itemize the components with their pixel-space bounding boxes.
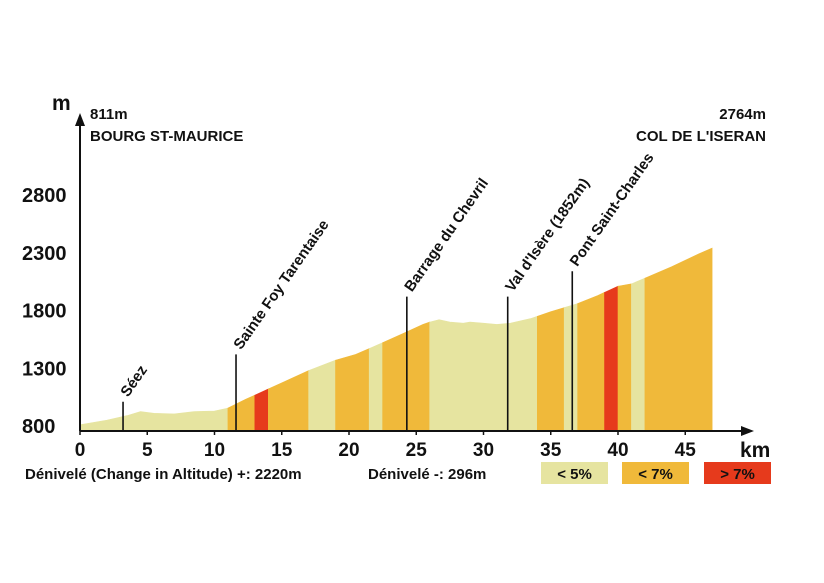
- town-label: Sainte Foy Tarentaise: [230, 217, 332, 353]
- town-label: Barrage du Chevril: [401, 175, 492, 295]
- gradient-segment-15: [644, 247, 713, 432]
- y-tick-label: 1300: [22, 358, 67, 380]
- legend-label: < 5%: [557, 466, 592, 483]
- gradient-segment-4: [308, 359, 336, 432]
- x-tick-label: 0: [75, 440, 86, 461]
- legend-swatch: [622, 462, 689, 484]
- legend-swatch: [704, 462, 771, 484]
- x-tick-label: 40: [607, 440, 628, 461]
- gradient-segment-6: [368, 342, 383, 432]
- x-tick-label: 35: [540, 440, 562, 461]
- town-label: Pont Saint-Charles: [567, 150, 658, 270]
- y-tick-label: 800: [22, 416, 55, 438]
- x-tick-label: 45: [675, 440, 697, 461]
- y-tick-labels: 800 1300 1800 2300 2800: [22, 185, 67, 438]
- gradient-segment-13: [617, 283, 632, 432]
- x-tick-label: 20: [338, 440, 359, 461]
- gradient-segment-11: [577, 291, 605, 432]
- start-altitude: 811m: [90, 106, 128, 123]
- legend: < 5% < 7% > 7%: [541, 462, 771, 484]
- x-tick-label: 25: [406, 440, 428, 461]
- x-tick-label: 15: [271, 440, 293, 461]
- y-tick-label: 2800: [22, 185, 67, 207]
- gradient-segment-2: [254, 388, 269, 432]
- axes: [75, 113, 754, 436]
- gradient-segment-12: [604, 285, 619, 432]
- gradient-segment-1: [227, 394, 256, 432]
- gradient-segment-8: [429, 315, 538, 432]
- legend-label: > 7%: [720, 466, 755, 483]
- gradient-segment-9: [537, 307, 565, 432]
- x-axis-arrow-icon: [741, 426, 754, 436]
- x-unit-label: km: [740, 439, 770, 462]
- y-tick-label: 2300: [22, 243, 67, 265]
- x-tick-label: 30: [473, 440, 494, 461]
- gradient-segment-0: [79, 407, 229, 432]
- elevation-gain-text: Dénivelé (Change in Altitude) +: 2220m: [25, 466, 302, 483]
- y-axis-arrow-icon: [75, 113, 85, 126]
- town-label: Séez: [117, 362, 151, 400]
- end-name: COL DE L'ISERAN: [636, 128, 766, 145]
- gradient-segment-14: [631, 277, 646, 432]
- start-name: BOURG ST-MAURICE: [90, 128, 243, 145]
- x-tick-label: 5: [142, 440, 153, 461]
- gradient-segment-3: [268, 370, 309, 432]
- end-altitude: 2764m: [719, 106, 766, 123]
- town-label: Val d'Isère (1852m): [502, 175, 593, 295]
- legend-label: < 7%: [638, 466, 673, 483]
- y-tick-label: 1800: [22, 301, 67, 323]
- legend-swatch: [541, 462, 608, 484]
- gradient-segment-5: [335, 348, 370, 432]
- elevation-loss-text: Dénivelé -: 296m: [368, 466, 486, 483]
- gradient-segment-10: [563, 303, 578, 432]
- x-tick-label: 10: [204, 440, 225, 461]
- y-unit-label: m: [52, 92, 71, 115]
- x-tick-labels: 0 5 10 15 20 25 30 35 40 45: [75, 431, 697, 461]
- gradient-fills: [79, 247, 713, 432]
